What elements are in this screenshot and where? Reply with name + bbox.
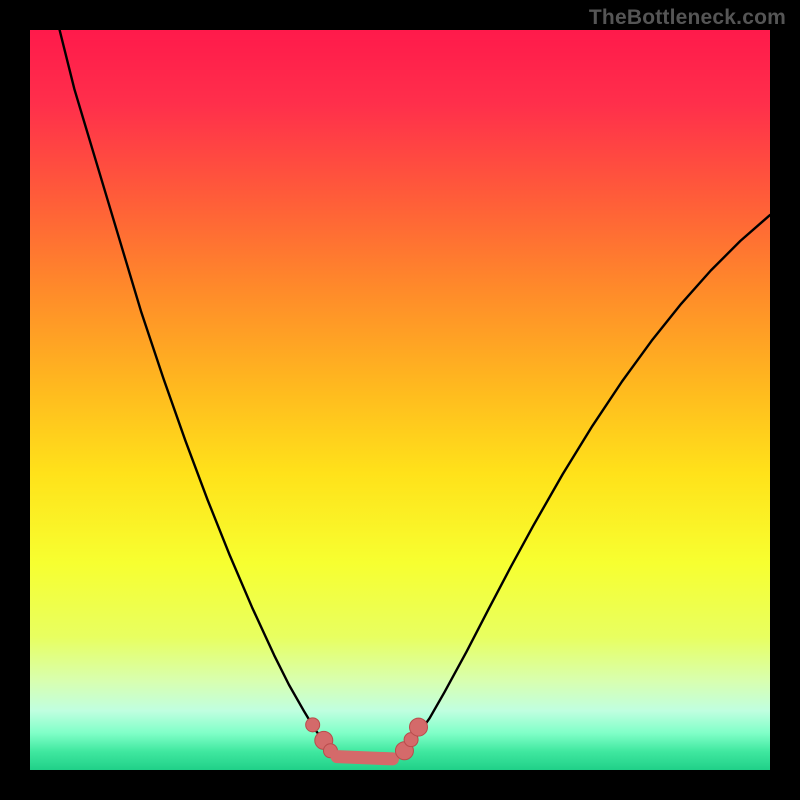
gradient-background [30,30,770,770]
watermark-text: TheBottleneck.com [589,6,786,30]
curve-marker-segment [337,757,393,759]
plot-area [30,30,770,770]
curve-marker-dot [306,718,320,732]
curve-marker-dot [410,718,428,736]
chart-svg [30,30,770,770]
chart-container: TheBottleneck.com [0,0,800,800]
